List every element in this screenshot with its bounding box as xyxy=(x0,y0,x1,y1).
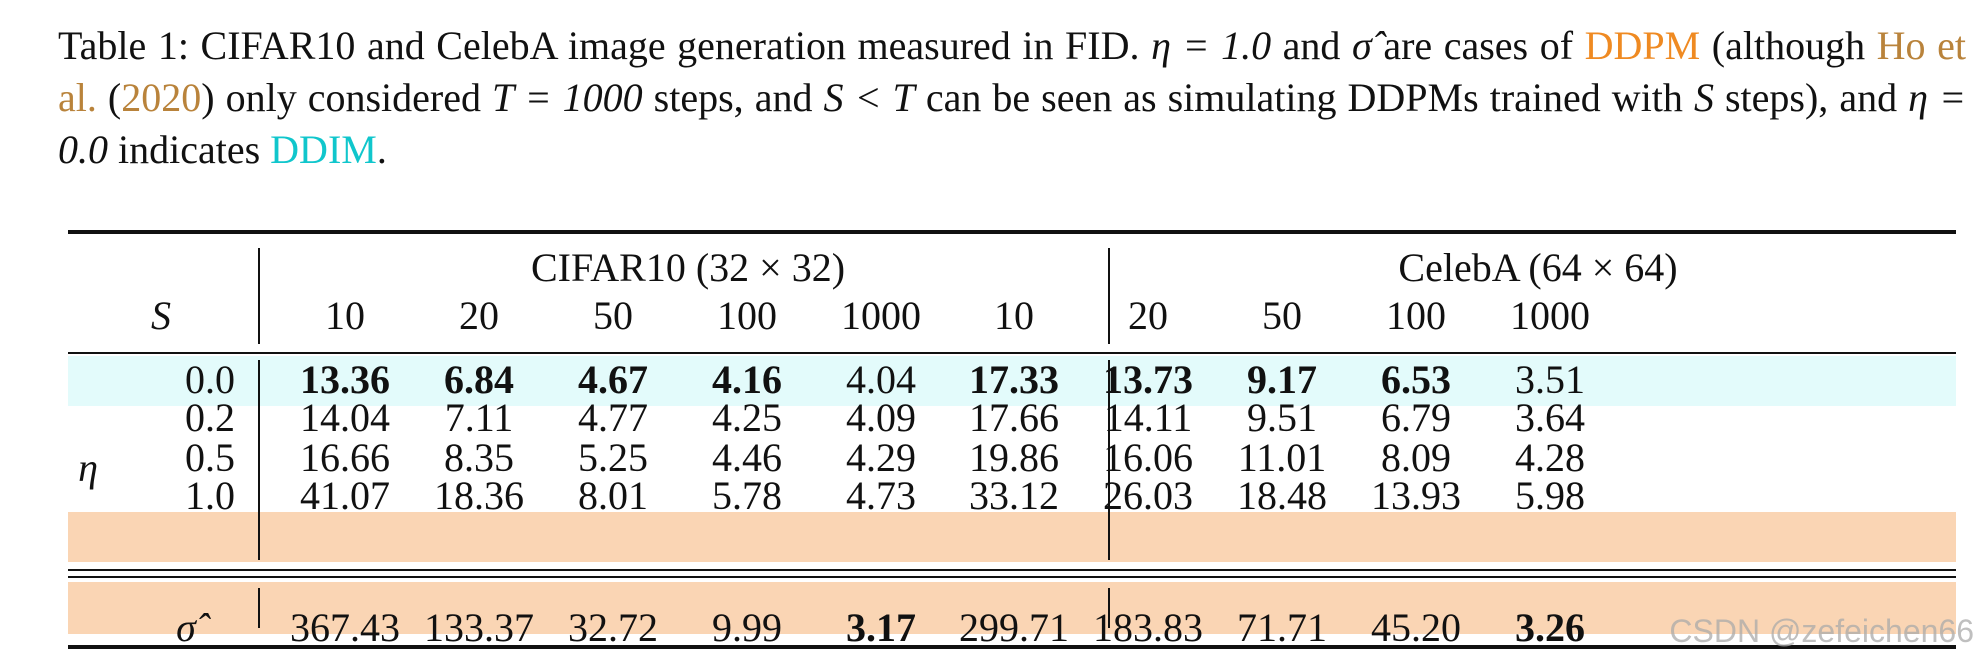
table-cell: 9.51 xyxy=(1247,395,1317,440)
row-label-eta: 0.5 xyxy=(185,435,235,480)
row-label-eta: 0.0 xyxy=(185,357,235,402)
mid-rule-2 xyxy=(68,576,1956,578)
table-cell: 6.79 xyxy=(1381,395,1451,440)
table-cell: 16.06 xyxy=(1103,435,1193,480)
row-label-eta: 1.0 xyxy=(185,473,235,518)
table-cell: 3.26 xyxy=(1515,605,1585,650)
table-cell: 5.98 xyxy=(1515,473,1585,518)
bottom-rule xyxy=(68,645,1956,649)
table-cell: 4.28 xyxy=(1515,435,1585,480)
table-cell: 3.17 xyxy=(846,605,916,650)
table-cell: 45.20 xyxy=(1371,605,1461,650)
table-cell: 7.11 xyxy=(444,395,514,440)
table-cell: 13.93 xyxy=(1371,473,1461,518)
table-cell: 6.84 xyxy=(444,357,514,402)
top-rule xyxy=(68,230,1956,234)
table-cell: 18.36 xyxy=(434,473,524,518)
table-cell: 18.48 xyxy=(1237,473,1327,518)
table-cell: 11.01 xyxy=(1237,435,1327,480)
table-cell: 19.86 xyxy=(969,435,1059,480)
table-cell: 8.09 xyxy=(1381,435,1451,480)
steps-header-cell: 10 xyxy=(994,293,1034,338)
table-cell: 3.64 xyxy=(1515,395,1585,440)
table-cell: 367.43 xyxy=(290,605,400,650)
table-cell: 4.46 xyxy=(712,435,782,480)
s-header: S xyxy=(151,293,171,338)
ddim-row-highlight xyxy=(68,356,1956,406)
eta-zero-expression: η = 0.0 xyxy=(58,75,1966,172)
table-cell: 71.71 xyxy=(1237,605,1327,650)
steps-header-cell: 100 xyxy=(1386,293,1446,338)
table-cell: 4.67 xyxy=(578,357,648,402)
steps-header-cell: 20 xyxy=(459,293,499,338)
table-cell: 9.99 xyxy=(712,605,782,650)
table-cell: 299.71 xyxy=(959,605,1069,650)
mid-divider-header xyxy=(1108,248,1110,344)
table-cell: 8.01 xyxy=(578,473,648,518)
ddpm-link[interactable]: DDPM xyxy=(1584,23,1701,68)
left-divider-sigma xyxy=(258,588,260,628)
ddim-link[interactable]: DDIM xyxy=(270,127,377,172)
table-cell: 5.25 xyxy=(578,435,648,480)
table-cell: 183.83 xyxy=(1093,605,1203,650)
table-cell: 4.73 xyxy=(846,473,916,518)
citation-year-link[interactable]: 2020 xyxy=(121,75,202,120)
s-symbol: S xyxy=(1693,75,1714,120)
row-label-eta: 0.2 xyxy=(185,395,235,440)
ddpm-row-highlight xyxy=(68,512,1956,562)
left-divider-body xyxy=(258,360,260,560)
table-cell: 32.72 xyxy=(568,605,658,650)
table-cell: 13.36 xyxy=(300,357,390,402)
left-divider-header xyxy=(258,248,260,344)
table-cell: 17.66 xyxy=(969,395,1059,440)
t-expression: T = 1000 xyxy=(492,75,643,120)
steps-header-cell: 10 xyxy=(325,293,365,338)
table-cell: 14.04 xyxy=(300,395,390,440)
table-cell: 5.78 xyxy=(712,473,782,518)
s-less-t-expression: S < T xyxy=(823,75,915,120)
row-label-sigma: σ̂ xyxy=(176,605,196,650)
steps-header-cell: 50 xyxy=(1262,293,1302,338)
citation-authors-link[interactable]: Ho et al. xyxy=(58,23,1967,120)
table-cell: 33.12 xyxy=(969,473,1059,518)
table-cell: 14.11 xyxy=(1103,395,1193,440)
sigma-symbol: σ̂ xyxy=(1352,23,1372,68)
table-cell: 9.17 xyxy=(1247,357,1317,402)
fid-table: CIFAR10 (32 × 32) CelebA (64 × 64) S η 1… xyxy=(68,230,1956,652)
table-cell: 16.66 xyxy=(300,435,390,480)
table-cell: 4.25 xyxy=(712,395,782,440)
steps-header-cell: 100 xyxy=(717,293,777,338)
mid-divider-sigma xyxy=(1108,588,1110,628)
steps-header-cell: 1000 xyxy=(1510,293,1590,338)
table-cell: 133.37 xyxy=(424,605,534,650)
table-cell: 4.04 xyxy=(846,357,916,402)
table-cell: 6.53 xyxy=(1381,357,1451,402)
table-caption: Table 1: CIFAR10 and CelebA image genera… xyxy=(58,23,1967,172)
table-cell: 4.09 xyxy=(846,395,916,440)
table-cell: 17.33 xyxy=(969,357,1059,402)
table-cell: 41.07 xyxy=(300,473,390,518)
sigma-row-highlight xyxy=(68,582,1956,634)
eta-row-label: η xyxy=(78,445,98,490)
mid-rule-1 xyxy=(68,569,1956,571)
table-cell: 3.51 xyxy=(1515,357,1585,402)
mid-divider-body xyxy=(1108,360,1110,560)
steps-header-cell: 20 xyxy=(1128,293,1168,338)
watermark: CSDN @zefeichen66 xyxy=(1669,613,1974,649)
eta-expression: η = 1.0 xyxy=(1151,23,1272,68)
steps-header-cell: 1000 xyxy=(841,293,921,338)
header-rule xyxy=(68,352,1956,354)
table-cell: 26.03 xyxy=(1103,473,1193,518)
table-cell: 4.16 xyxy=(712,357,782,402)
table-cell: 4.29 xyxy=(846,435,916,480)
table-cell: 8.35 xyxy=(444,435,514,480)
caption-label: Table 1: xyxy=(58,23,189,68)
table-cell: 13.73 xyxy=(1103,357,1193,402)
table-cell: 4.77 xyxy=(578,395,648,440)
steps-header-cell: 50 xyxy=(593,293,633,338)
group-header-celeba: CelebA (64 × 64) xyxy=(1398,245,1678,290)
group-header-cifar10: CIFAR10 (32 × 32) xyxy=(530,245,846,290)
